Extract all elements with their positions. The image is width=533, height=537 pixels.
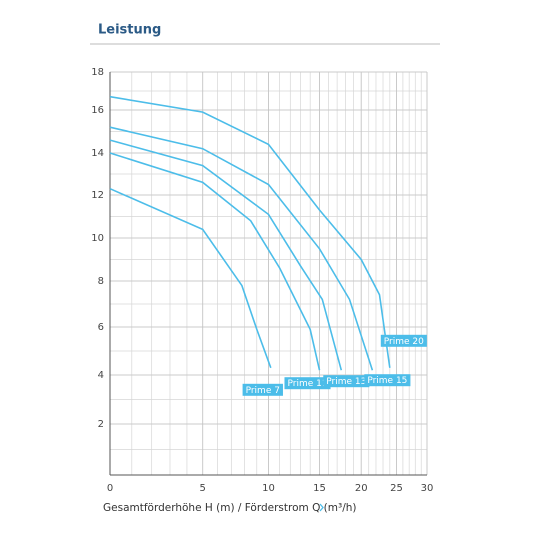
- y-tick-label: 14: [91, 148, 104, 159]
- series-line: [109, 95, 391, 368]
- x-axis-label: Gesamtförderhöhe H (m) / Förderstrom Q (…: [103, 502, 357, 514]
- x-tick-label: 5: [200, 483, 206, 494]
- series-label-text: Prime 11: [287, 379, 327, 389]
- y-tick-label: 2: [98, 419, 104, 430]
- x-tick-label: 30: [421, 483, 434, 494]
- x-tick-label: 10: [262, 483, 275, 494]
- y-tick-label: 10: [91, 233, 104, 244]
- series-line: [109, 152, 321, 371]
- y-tick-label: 18: [91, 67, 104, 78]
- series-label: Prime 15: [364, 374, 411, 387]
- series-line: [109, 126, 374, 371]
- series-label-box: [284, 377, 331, 390]
- x-tick-label: 20: [355, 483, 368, 494]
- series-label-box: [380, 334, 427, 347]
- series-label-box: [364, 374, 411, 387]
- series-label: Prime 11: [284, 377, 331, 390]
- header-title: Leistung: [98, 23, 161, 38]
- series-label-text: Prime 20: [384, 337, 424, 347]
- y-tick-label: 16: [91, 105, 104, 116]
- series-label: Prime 7: [242, 383, 283, 396]
- y-tick-label: 6: [98, 322, 104, 333]
- series-label-box: [242, 383, 283, 396]
- series-label-text: Prime 7: [246, 386, 280, 396]
- chevron-icon: [319, 503, 324, 512]
- series-label-text: Prime 15: [367, 376, 407, 386]
- x-tick-label: 0: [107, 483, 113, 494]
- series-label-box: [323, 375, 370, 388]
- series-line: [109, 139, 343, 371]
- series-label: Prime 13: [323, 375, 370, 388]
- y-tick-label: 4: [98, 370, 104, 381]
- series-label: Prime 20: [380, 334, 427, 347]
- series-line: [109, 187, 272, 369]
- series-label-text: Prime 13: [326, 377, 366, 387]
- y-tick-label: 8: [98, 276, 104, 287]
- y-tick-label: 12: [91, 190, 104, 201]
- x-tick-label: 15: [313, 483, 326, 494]
- x-tick-label: 25: [390, 483, 403, 494]
